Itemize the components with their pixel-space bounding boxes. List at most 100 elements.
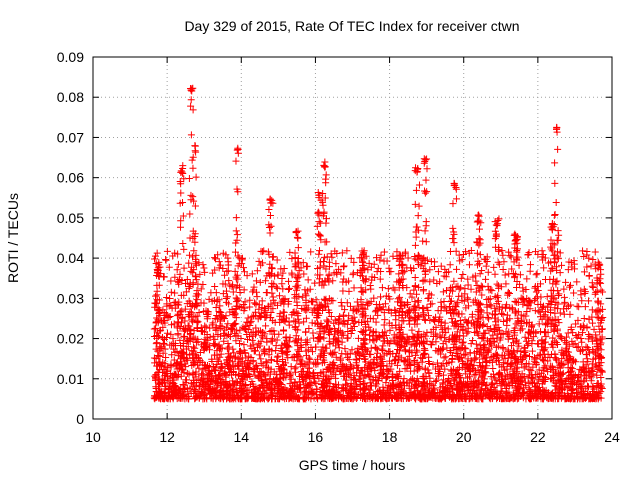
y-tick-label: 0.08 xyxy=(57,89,84,105)
data-point xyxy=(256,368,264,376)
data-point xyxy=(356,378,364,386)
data-point xyxy=(390,331,398,339)
y-axis-label: ROTI / TECUs xyxy=(5,193,21,283)
data-point xyxy=(426,278,434,286)
data-point xyxy=(320,161,328,169)
data-point xyxy=(216,302,224,310)
data-point xyxy=(537,293,545,301)
data-point xyxy=(190,386,198,394)
data-point xyxy=(460,378,468,386)
data-point xyxy=(441,265,449,273)
data-point xyxy=(423,329,431,337)
data-point xyxy=(224,339,232,347)
data-point xyxy=(238,303,246,311)
data-point xyxy=(255,374,263,382)
data-point xyxy=(499,310,507,318)
data-point xyxy=(265,206,273,214)
data-point xyxy=(297,388,305,396)
data-point xyxy=(325,337,333,345)
data-point xyxy=(554,287,562,295)
data-point xyxy=(331,316,339,324)
data-point xyxy=(187,267,195,275)
y-tick-label: 0.02 xyxy=(57,331,84,347)
data-point xyxy=(222,370,230,378)
data-point xyxy=(196,348,204,356)
data-point xyxy=(314,371,322,379)
data-point xyxy=(200,378,207,386)
data-point xyxy=(478,333,486,341)
data-point xyxy=(510,365,518,373)
data-point xyxy=(195,375,203,383)
data-point xyxy=(263,359,271,367)
data-point xyxy=(471,355,479,363)
data-point xyxy=(523,295,531,303)
data-point xyxy=(252,277,260,285)
data-point xyxy=(230,349,238,357)
data-point xyxy=(459,338,467,346)
data-point xyxy=(499,318,507,326)
data-point xyxy=(483,359,491,367)
data-point xyxy=(300,390,308,398)
data-point xyxy=(225,382,233,390)
data-point xyxy=(555,319,563,327)
data-point xyxy=(233,231,241,239)
data-point xyxy=(567,323,575,331)
data-point xyxy=(540,357,548,365)
x-tick-label: 16 xyxy=(308,429,324,445)
data-point xyxy=(578,297,586,305)
data-point xyxy=(597,366,605,374)
data-point xyxy=(500,258,508,266)
data-point xyxy=(526,261,534,269)
data-point xyxy=(205,295,213,303)
data-point xyxy=(350,313,358,321)
x-tick-label: 10 xyxy=(85,429,101,445)
data-point xyxy=(173,266,181,274)
data-point xyxy=(167,360,175,368)
data-point xyxy=(307,248,315,256)
data-point xyxy=(537,369,545,377)
data-point xyxy=(179,381,187,389)
data-point xyxy=(273,256,281,264)
y-tick-label: 0.06 xyxy=(57,170,84,186)
data-point xyxy=(293,339,301,347)
data-point xyxy=(386,388,394,396)
data-point xyxy=(504,349,512,357)
data-point xyxy=(419,304,427,312)
data-point xyxy=(539,302,547,310)
data-point xyxy=(486,295,494,303)
data-point xyxy=(252,324,260,332)
data-point xyxy=(502,280,510,288)
data-point xyxy=(266,229,274,237)
data-point xyxy=(185,322,193,330)
data-point xyxy=(330,365,338,373)
data-point xyxy=(249,357,257,365)
data-point xyxy=(583,247,591,255)
data-point xyxy=(569,340,577,348)
data-point xyxy=(352,380,360,388)
data-point xyxy=(168,393,176,401)
data-point xyxy=(523,275,531,283)
data-point xyxy=(579,358,587,366)
data-point xyxy=(579,247,587,255)
data-point xyxy=(570,289,578,297)
data-point xyxy=(589,319,597,327)
data-point xyxy=(212,393,220,401)
data-point xyxy=(388,360,396,368)
data-point xyxy=(452,322,460,330)
data-point xyxy=(160,340,168,348)
data-point xyxy=(553,379,561,387)
data-point xyxy=(180,245,188,253)
data-point xyxy=(268,356,276,364)
data-point xyxy=(454,298,462,306)
data-point xyxy=(347,254,355,262)
data-point xyxy=(216,367,224,375)
data-point xyxy=(289,388,297,396)
data-point xyxy=(521,333,529,341)
data-point xyxy=(170,379,178,387)
data-point xyxy=(247,317,255,325)
data-point xyxy=(464,355,472,363)
data-point xyxy=(489,365,497,373)
data-point xyxy=(538,305,546,313)
data-point xyxy=(536,308,544,316)
